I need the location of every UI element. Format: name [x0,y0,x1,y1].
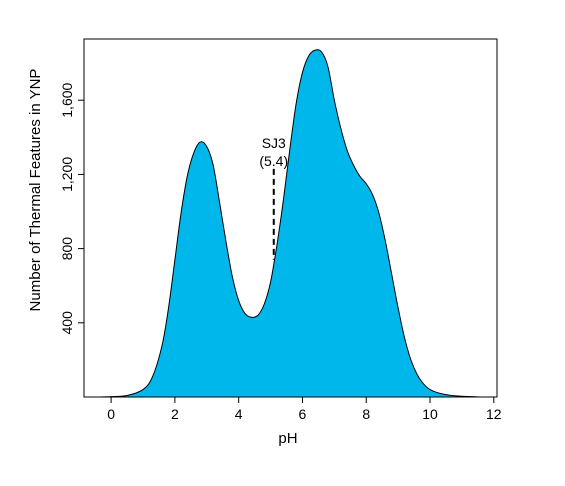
x-tick-label: 12 [486,406,502,422]
x-tick-label: 6 [299,406,307,422]
annotation-label-value: (5.4) [259,153,288,169]
x-tick-label: 0 [107,406,115,422]
y-axis: 400 800 1,200 1,600 [59,82,84,334]
plot-layer [98,49,482,398]
y-tick-label: 1,600 [59,82,75,117]
x-tick-label: 4 [235,406,243,422]
annotation-label-name: SJ3 [262,135,286,151]
y-tick-label: 800 [59,237,75,261]
density-curve [98,49,482,398]
x-axis: 0 2 4 6 8 10 12 [107,397,502,422]
plot-frame [83,38,498,398]
y-tick-label: 400 [59,311,75,335]
density-area-fill [98,49,482,398]
x-tick-label: 10 [422,406,438,422]
annotation-layer: SJ3 (5.4) [259,135,288,260]
x-tick-label: 8 [362,406,370,422]
y-tick-label: 1,200 [59,157,75,192]
x-axis-title: pH [278,430,297,447]
y-axis-title: Number of Thermal Features in YNP [27,69,44,312]
x-tick-label: 2 [171,406,179,422]
